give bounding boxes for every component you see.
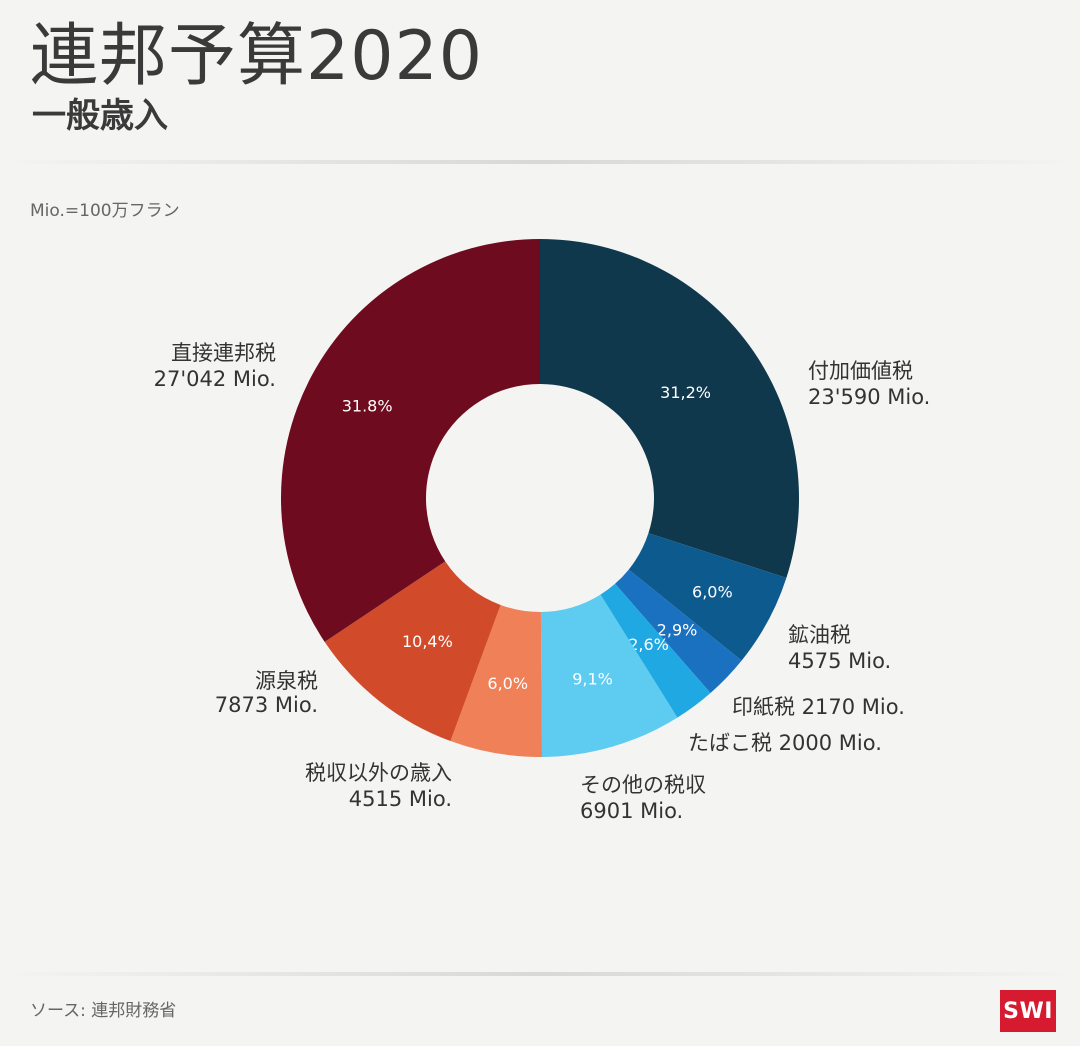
chart-subtitle: 一般歳入: [32, 96, 168, 136]
slice-label: たばこ税 2000 Mio.: [688, 731, 882, 755]
donut-slice[interactable]: [281, 239, 540, 642]
slice-name-label: 税収以外の歳入: [305, 761, 452, 785]
slice-percent-label: 6,0%: [692, 582, 733, 601]
slice-percent-label: 6,0%: [487, 674, 528, 693]
slice-value-label: 7873 Mio.: [215, 693, 318, 717]
slice-name-label: 源泉税: [255, 669, 318, 693]
slice-percent-label: 9,1%: [572, 670, 613, 689]
donut-slice[interactable]: [540, 239, 799, 578]
slice-value-label: 23'590 Mio.: [808, 385, 930, 409]
source-note: ソース: 連邦財務省: [30, 1001, 177, 1021]
slice-value-label: 6901 Mio.: [580, 799, 683, 823]
slice-value-label: 27'042 Mio.: [154, 367, 276, 391]
slice-name-label: 直接連邦税: [171, 341, 276, 365]
swi-logo[interactable]: SWI: [1000, 990, 1056, 1032]
slice-name-label: その他の税収: [580, 773, 706, 797]
bottom-divider: [0, 972, 1080, 976]
slice-name-label: 付加価値税: [808, 359, 913, 383]
slice-percent-label: 31,2%: [660, 383, 711, 402]
donut-slice[interactable]: [600, 583, 711, 718]
donut-slice[interactable]: [615, 569, 742, 693]
slice-name-label: 鉱油税: [788, 623, 851, 647]
slice-value-label: 4515 Mio.: [349, 787, 452, 811]
slice-percent-label: 10,4%: [402, 632, 453, 651]
chart-title: 連邦予算2020: [30, 17, 484, 96]
donut-slice[interactable]: [450, 604, 543, 758]
unit-note: Mio.=100万フラン: [30, 201, 180, 221]
donut-slice[interactable]: [540, 594, 678, 757]
donut-slice[interactable]: [628, 533, 787, 661]
slice-percent-label: 2,9%: [657, 621, 698, 640]
slice-label: 印紙税 2170 Mio.: [732, 695, 905, 719]
slice-percent-label: 2,6%: [628, 635, 669, 654]
top-divider: [0, 160, 1080, 164]
slice-percent-label: 31.8%: [342, 397, 393, 416]
donut-slice[interactable]: [324, 561, 501, 742]
slice-value-label: 4575 Mio.: [788, 649, 891, 673]
